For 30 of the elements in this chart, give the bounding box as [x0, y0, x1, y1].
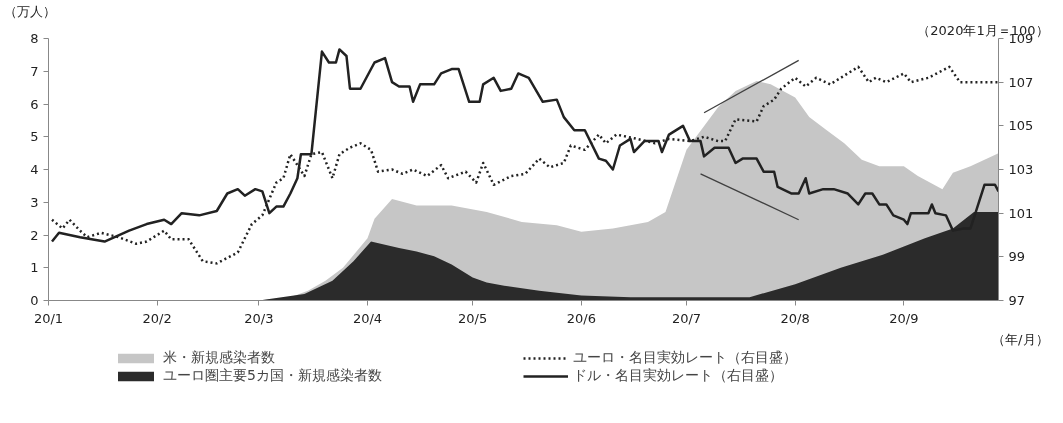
y-tick-label: 4 — [30, 162, 39, 177]
y-tick-label: 6 — [30, 96, 39, 112]
x-tick-label: 20/6 — [566, 310, 596, 326]
y-tick-label: 8 — [30, 31, 39, 46]
legend-label: ドル・名目実効レート（右目盛） — [573, 367, 784, 385]
y2-tick-label: 101 — [1008, 205, 1034, 221]
y2-tick-label: 105 — [1008, 118, 1034, 134]
x-tick-label: 20/8 — [780, 310, 810, 326]
y2-tick-label: 99 — [1008, 249, 1026, 265]
y-tick-label: 3 — [30, 194, 39, 210]
y-axis-title: （万人） — [3, 3, 56, 19]
y-tick-label: 2 — [30, 227, 39, 243]
legend-label: ユーロ圏主要5カ国・新規感染者数 — [163, 367, 383, 385]
legend-label: 米・新規感染者数 — [163, 349, 276, 367]
x-tick-label: 20/2 — [142, 310, 172, 326]
x-tick-label: 20/3 — [244, 310, 274, 326]
legend-label: ユーロ・名目実効レート（右目盛） — [573, 349, 798, 367]
y2-tick-label: 107 — [1008, 74, 1034, 90]
y-tick-label: 1 — [30, 260, 39, 276]
x-tick-label: 20/1 — [33, 310, 64, 326]
x-tick-label: 20/9 — [889, 310, 919, 326]
y-tick-label: 7 — [30, 63, 39, 79]
x-axis-title: （年/月） — [992, 331, 1049, 347]
x-tick-label: 20/4 — [352, 310, 383, 326]
y2-tick-label: 103 — [1008, 162, 1034, 177]
x-tick-label: 20/5 — [458, 310, 488, 326]
y-tick-label: 0 — [30, 293, 39, 308]
x-tick-label: 20/7 — [671, 310, 702, 326]
y-tick-label: 5 — [30, 129, 39, 145]
y2-tick-label: 97 — [1008, 293, 1026, 308]
